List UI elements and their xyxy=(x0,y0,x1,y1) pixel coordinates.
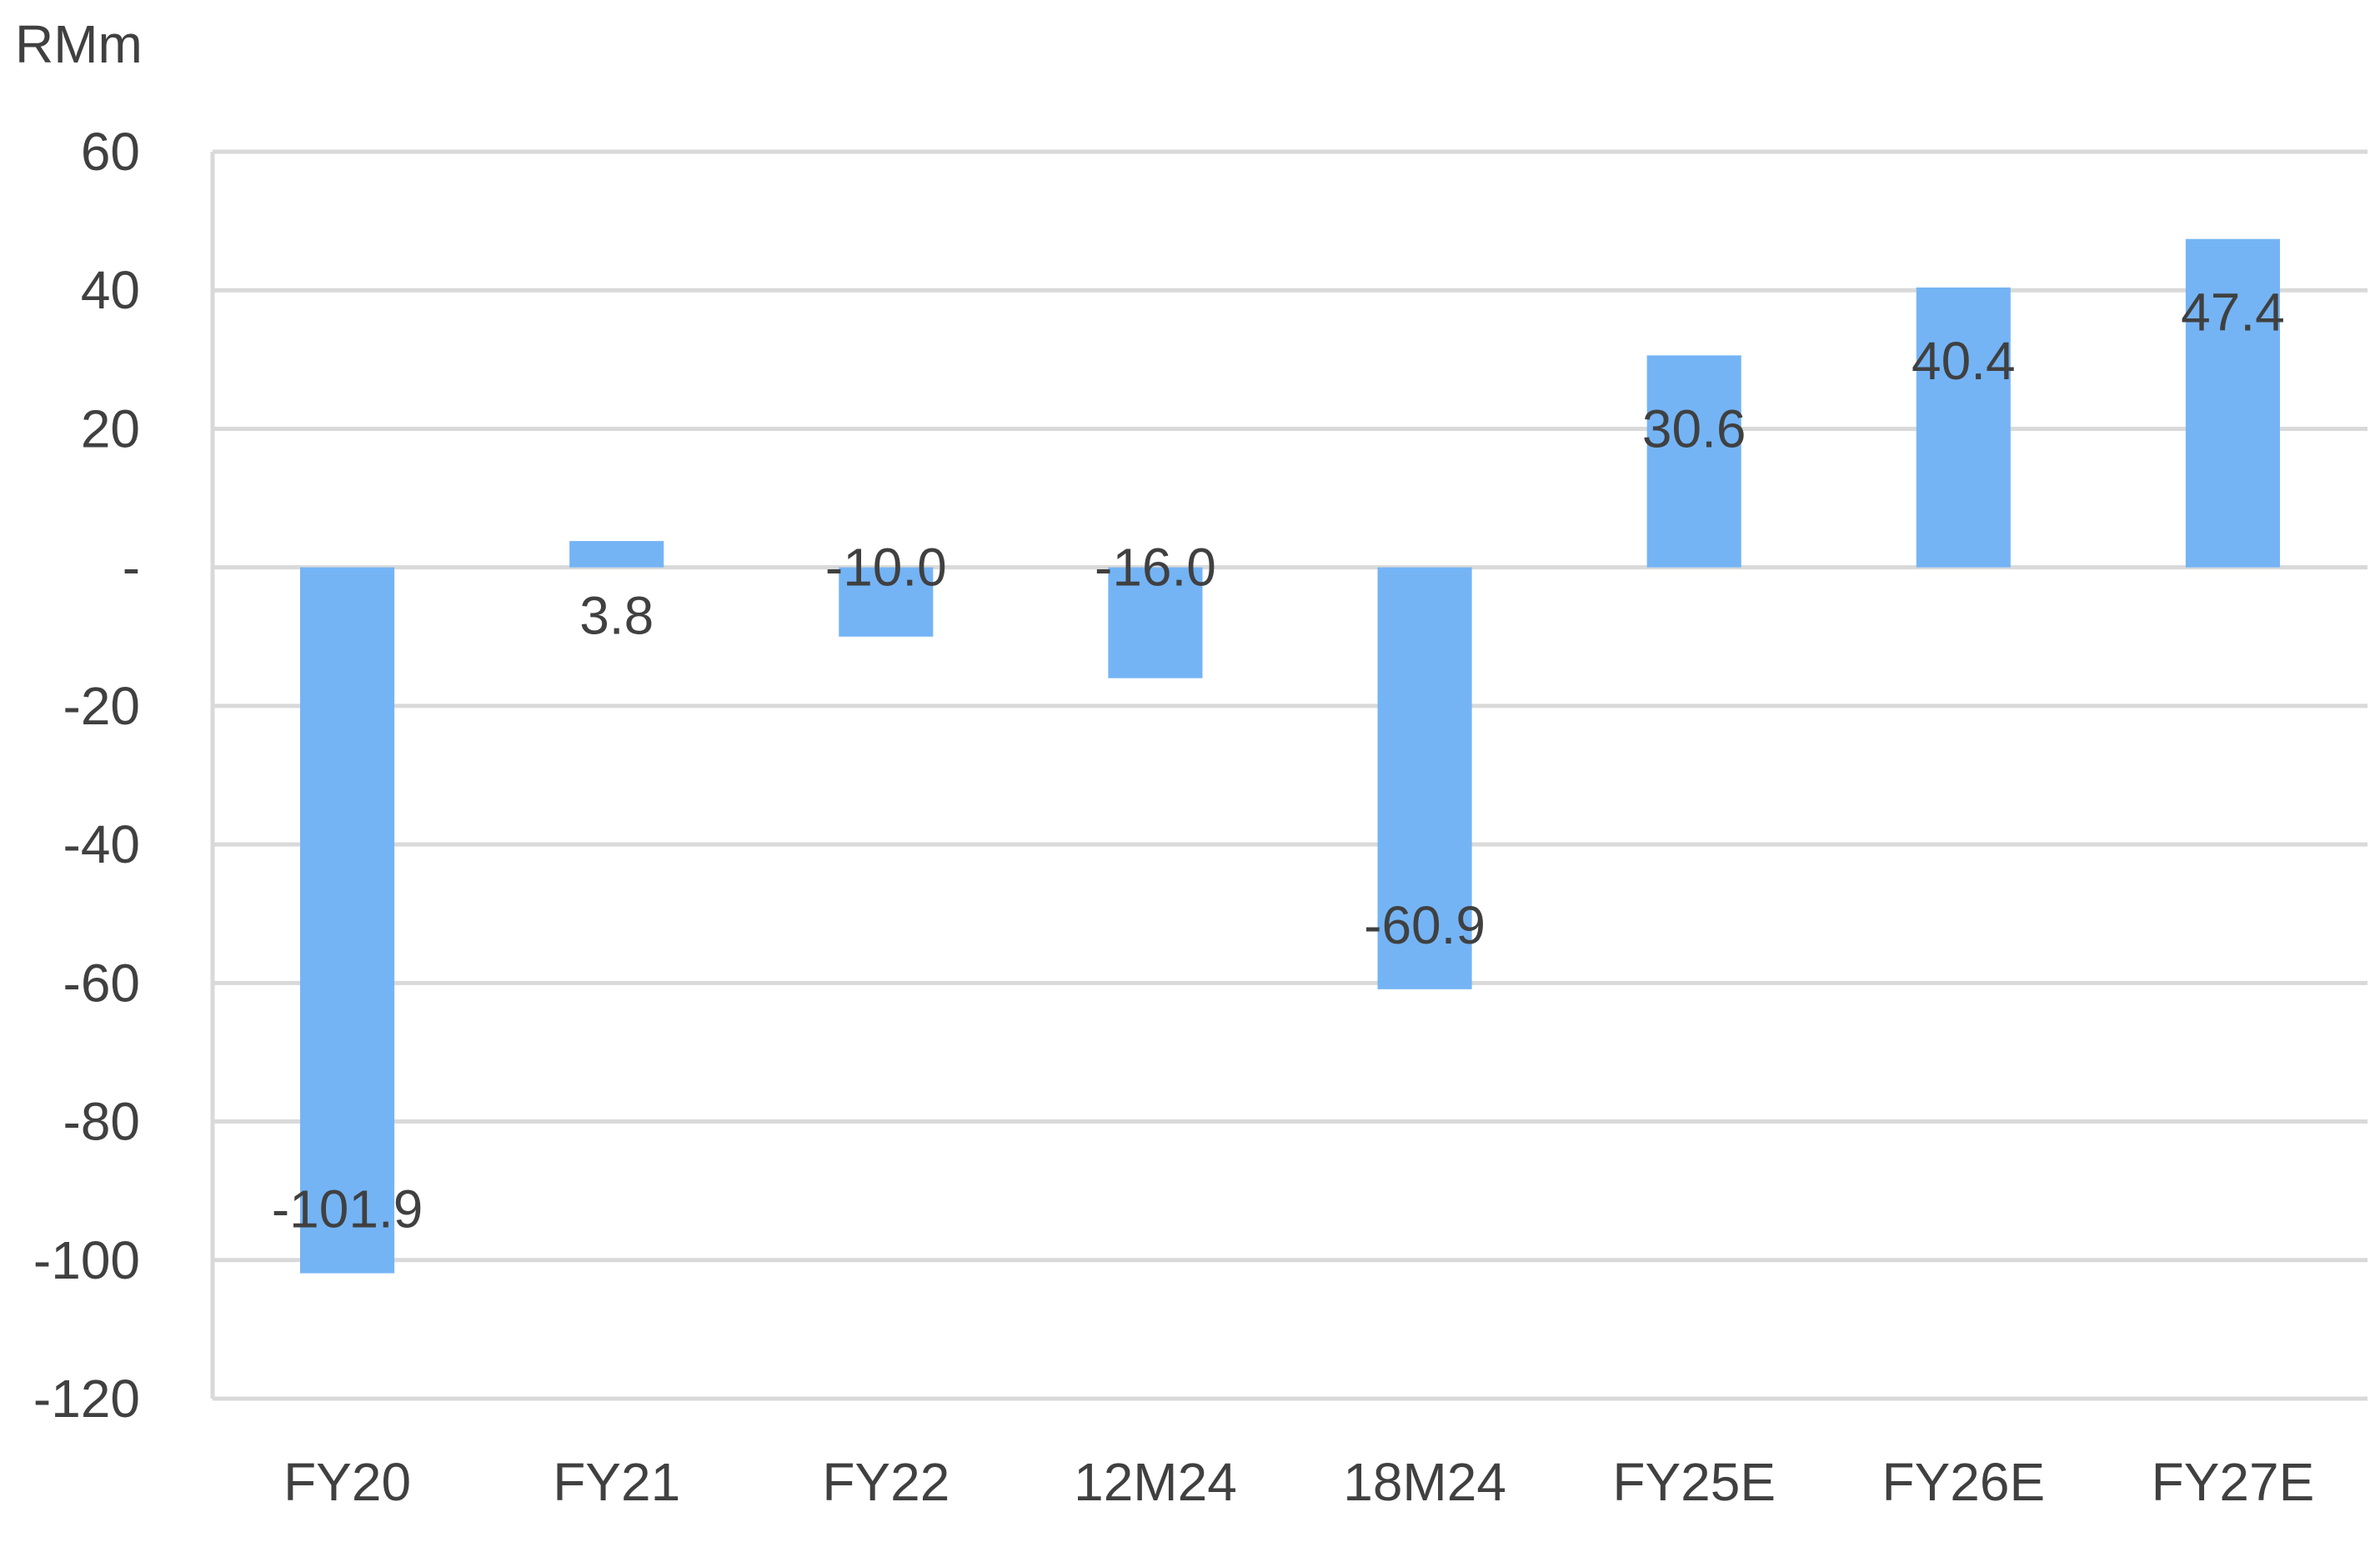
y-axis-unit-label: RMm xyxy=(15,14,143,74)
x-tick-label: FY22 xyxy=(822,1452,949,1512)
y-tick-label: -40 xyxy=(63,814,141,874)
bar xyxy=(1916,287,2011,568)
y-tick-label: -120 xyxy=(33,1369,140,1429)
x-axis-ticks: FY20 FY21 FY22 12M24 18M24 FY25E FY26E FY27E xyxy=(283,1452,2314,1512)
x-tick-label: 18M24 xyxy=(1343,1452,1506,1512)
x-tick-label: 12M24 xyxy=(1074,1452,1237,1512)
y-tick-label: -20 xyxy=(63,676,141,736)
x-tick-label: FY26E xyxy=(1881,1452,2045,1512)
data-label: -101.9 xyxy=(272,1179,423,1239)
bar xyxy=(1646,355,1741,568)
y-tick-label: 60 xyxy=(81,122,140,182)
bar xyxy=(839,567,934,637)
y-tick-label: 40 xyxy=(81,260,140,320)
data-label: -10.0 xyxy=(825,538,947,598)
y-axis-ticks: 60 40 20 - -20 -40 -60 -80 -100 -120 xyxy=(33,122,140,1429)
bars xyxy=(300,238,2280,1274)
data-labels: -101.9 3.8 -10.0 -16.0 -60.9 30.6 40.4 47.4 xyxy=(272,283,2285,1239)
y-tick-label: -100 xyxy=(33,1230,140,1290)
bar xyxy=(569,541,664,568)
bar xyxy=(2185,238,2280,568)
x-tick-label: FY21 xyxy=(553,1452,680,1512)
bar xyxy=(1108,567,1203,678)
data-label: -60.9 xyxy=(1364,895,1486,955)
bar xyxy=(1377,567,1472,989)
data-label: 3.8 xyxy=(579,586,654,646)
data-label: 40.4 xyxy=(1912,331,2016,391)
y-tick-label: 20 xyxy=(81,398,140,458)
x-tick-label: FY25E xyxy=(1612,1452,1776,1512)
x-tick-label: FY20 xyxy=(283,1452,411,1512)
x-tick-label: FY27E xyxy=(2152,1452,2315,1512)
y-tick-label: - xyxy=(123,538,140,598)
y-tick-label: -80 xyxy=(63,1092,141,1152)
data-label: -16.0 xyxy=(1095,538,1216,598)
y-tick-label: -60 xyxy=(63,953,141,1013)
gridlines xyxy=(210,149,2367,1401)
data-label: 30.6 xyxy=(1642,398,1746,458)
data-label: 47.4 xyxy=(2181,283,2285,343)
bar xyxy=(300,567,395,1274)
